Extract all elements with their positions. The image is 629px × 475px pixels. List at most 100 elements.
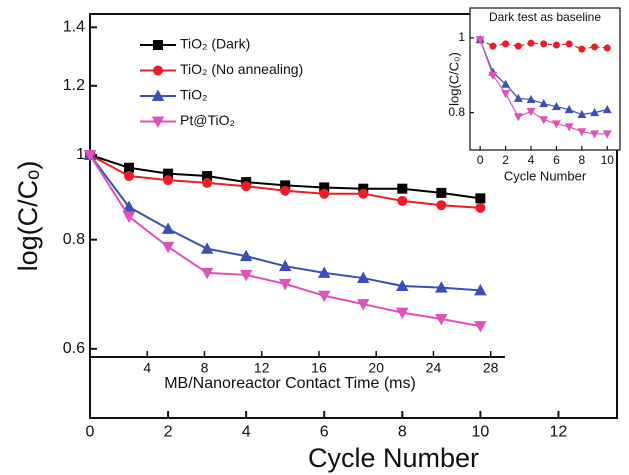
x2-tick-label: 8 (201, 360, 209, 376)
x-tick-label: 10 (601, 153, 615, 167)
x-tick-label: 4 (528, 153, 535, 167)
x2-tick-label: 20 (368, 360, 384, 376)
x2-tick-label: 28 (483, 360, 499, 376)
legend-label: TiO₂ (Dark) (180, 36, 250, 52)
marker (502, 40, 510, 48)
marker (539, 116, 549, 125)
x-tick-label: 0 (477, 153, 484, 167)
x-tick-label: 8 (579, 153, 586, 167)
marker (551, 102, 561, 111)
legend-label: Pt@TiO₂ (180, 112, 235, 128)
x-tick-label: 8 (398, 424, 407, 441)
marker (540, 40, 548, 48)
y-tick-label: 0.8 (448, 105, 465, 119)
marker (357, 271, 370, 284)
marker (278, 278, 292, 291)
marker (161, 241, 175, 254)
marker (122, 200, 136, 212)
x2-tick-label: 4 (143, 360, 151, 376)
x2-tick-label: 24 (426, 360, 442, 376)
marker (578, 45, 586, 53)
marker (241, 181, 252, 192)
marker (591, 43, 599, 51)
marker (564, 123, 574, 132)
marker (153, 40, 163, 50)
y-tick-label: 1 (458, 30, 465, 44)
inset-title: Dark test as baseline (489, 10, 601, 24)
marker (280, 185, 291, 196)
marker (527, 39, 535, 47)
y-axis-label: log(C/Cₒ) (13, 161, 43, 272)
marker (501, 90, 511, 99)
marker (153, 65, 163, 76)
marker (526, 108, 536, 117)
legend-label: TiO₂ (180, 87, 207, 103)
marker (161, 222, 175, 234)
marker (317, 266, 331, 278)
marker (474, 283, 487, 296)
marker (436, 200, 447, 211)
y-tick-label: 1.4 (63, 19, 85, 36)
marker (202, 177, 213, 188)
y-axis-label: log(C/C₀) (446, 52, 461, 106)
marker (200, 267, 214, 280)
legend-label: TiO₂ (No annealing) (180, 61, 303, 77)
marker (513, 113, 523, 122)
marker (124, 162, 135, 173)
marker (590, 107, 600, 117)
marker (603, 44, 611, 52)
marker (474, 321, 487, 333)
marker (435, 281, 448, 293)
marker (319, 188, 330, 199)
marker (526, 94, 536, 104)
marker (151, 89, 165, 101)
marker (551, 120, 561, 129)
x-tick-label: 12 (550, 424, 568, 441)
marker (435, 314, 448, 326)
marker (577, 109, 587, 118)
marker (396, 307, 409, 320)
marker (501, 79, 511, 88)
marker (239, 249, 253, 262)
marker (278, 259, 292, 272)
marker (475, 36, 485, 45)
marker (358, 188, 369, 199)
x-tick-label: 2 (502, 153, 509, 167)
marker (552, 41, 560, 49)
x-tick-label: 6 (553, 153, 560, 167)
y-tick-label: 0.6 (63, 340, 85, 357)
marker (602, 130, 612, 139)
y-tick-label: 1 (76, 146, 85, 163)
marker (565, 40, 573, 48)
marker (577, 128, 587, 137)
marker (590, 130, 600, 139)
marker (475, 202, 486, 213)
marker (357, 299, 370, 311)
marker (513, 93, 523, 102)
y-tick-label: 0.8 (63, 231, 85, 248)
x-tick-label: 10 (471, 424, 489, 441)
x2-tick-label: 16 (311, 360, 327, 376)
y-tick-label: 1.2 (63, 77, 85, 94)
marker (396, 279, 409, 292)
marker (489, 42, 497, 50)
marker (602, 104, 612, 114)
x-tick-label: 2 (164, 424, 173, 441)
x-tick-label: 4 (242, 424, 251, 441)
marker (151, 116, 165, 128)
marker (317, 290, 331, 303)
x-axis-label: Cycle Number (504, 168, 587, 183)
marker (539, 99, 549, 108)
marker (124, 171, 135, 182)
x2-tick-label: 12 (254, 360, 270, 376)
x-axis-label: Cycle Number (308, 443, 479, 473)
marker (83, 149, 97, 162)
marker (436, 187, 447, 198)
marker (564, 104, 574, 114)
marker (122, 211, 136, 224)
marker (397, 183, 408, 194)
marker (239, 269, 253, 282)
marker (488, 71, 498, 80)
x-tick-label: 6 (320, 424, 329, 441)
